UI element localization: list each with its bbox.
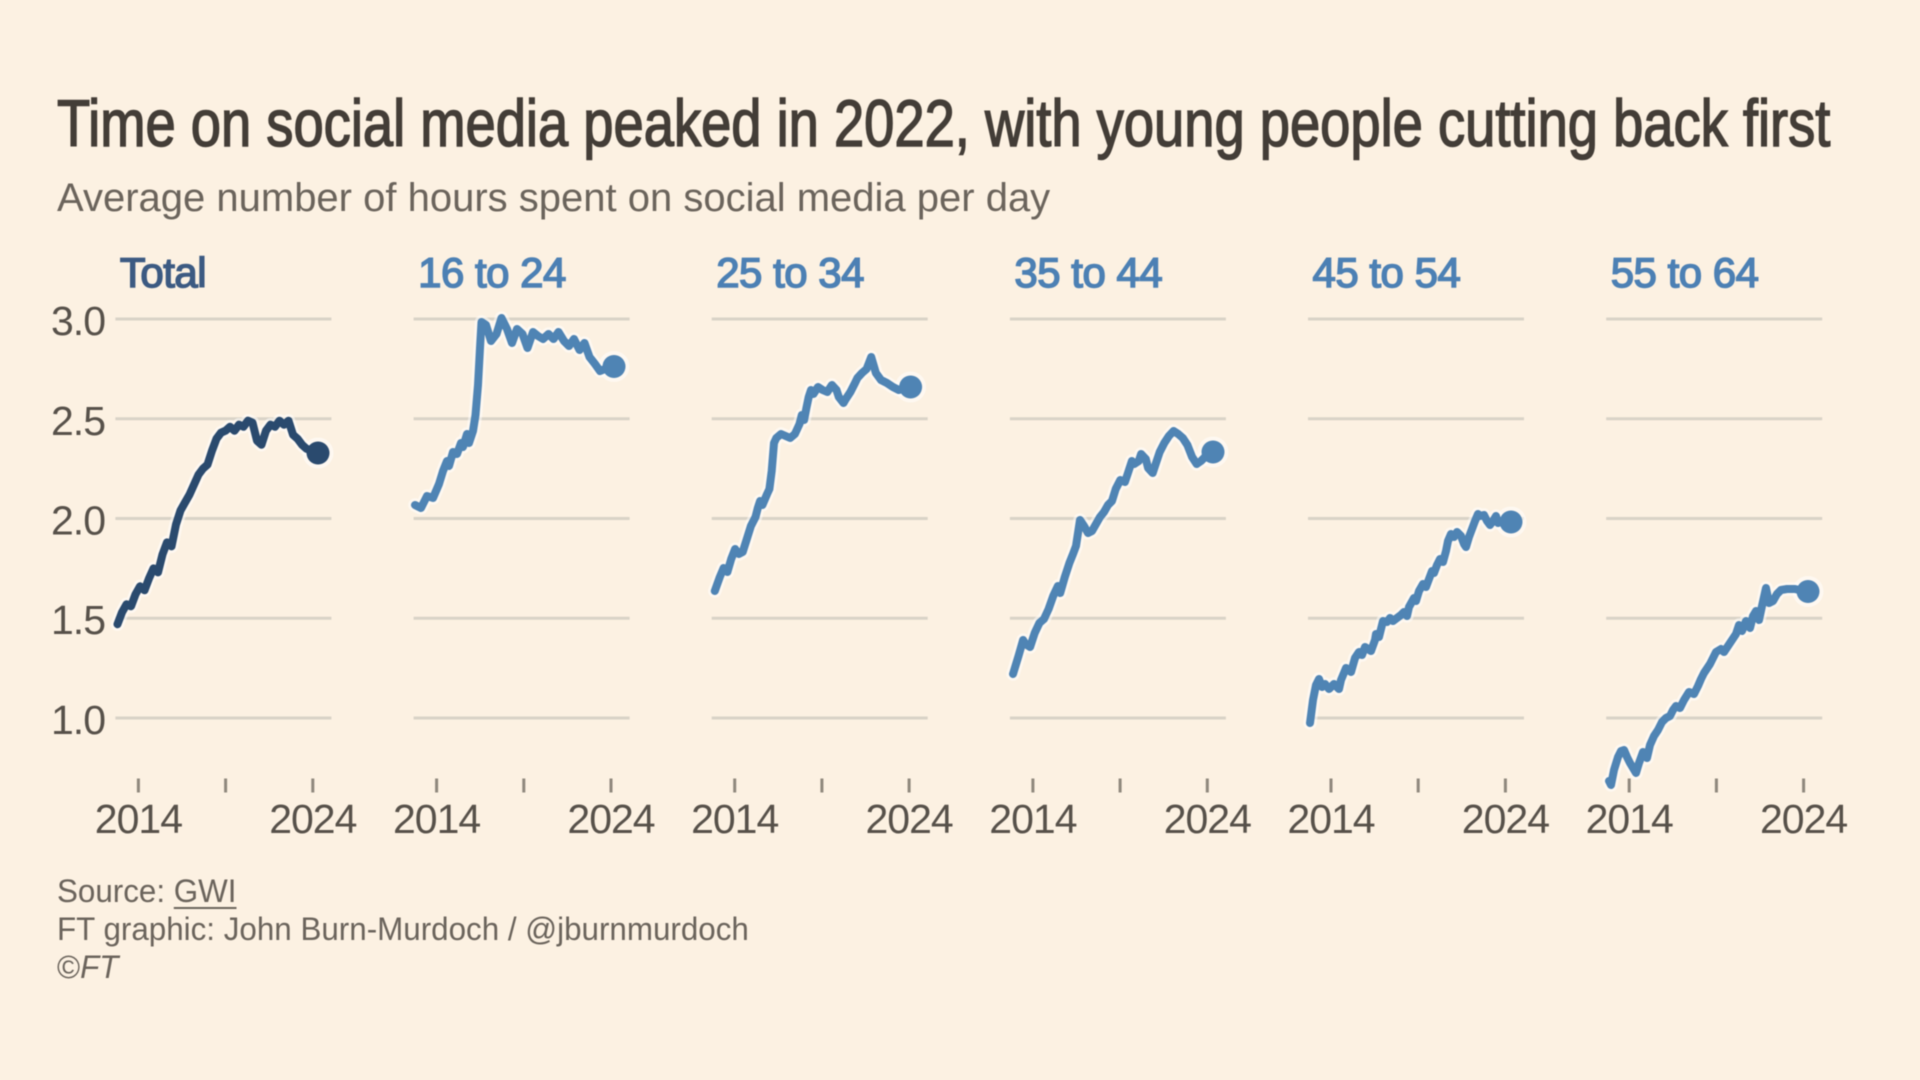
svg-text:45 to 54: 45 to 54 bbox=[1313, 249, 1461, 296]
svg-text:2024: 2024 bbox=[269, 796, 356, 842]
svg-text:2024: 2024 bbox=[1164, 796, 1251, 842]
svg-text:2014: 2014 bbox=[691, 796, 778, 842]
svg-text:2.0: 2.0 bbox=[51, 498, 105, 544]
svg-text:2014: 2014 bbox=[95, 796, 182, 842]
svg-text:2014: 2014 bbox=[1287, 796, 1374, 842]
svg-text:35 to 44: 35 to 44 bbox=[1014, 249, 1162, 296]
svg-text:1.0: 1.0 bbox=[51, 697, 105, 743]
svg-text:2024: 2024 bbox=[1760, 796, 1847, 842]
svg-text:1.5: 1.5 bbox=[51, 597, 105, 643]
svg-text:2024: 2024 bbox=[865, 796, 952, 842]
svg-text:25 to 34: 25 to 34 bbox=[716, 249, 864, 296]
svg-text:2024: 2024 bbox=[567, 796, 654, 842]
svg-text:Total: Total bbox=[120, 249, 206, 296]
svg-text:2.5: 2.5 bbox=[51, 398, 105, 444]
svg-text:2014: 2014 bbox=[393, 796, 480, 842]
svg-text:55 to 64: 55 to 64 bbox=[1611, 249, 1759, 296]
svg-text:16 to 24: 16 to 24 bbox=[418, 249, 566, 296]
svg-text:2014: 2014 bbox=[1586, 796, 1673, 842]
svg-text:3.0: 3.0 bbox=[51, 298, 105, 344]
svg-text:2014: 2014 bbox=[989, 796, 1076, 842]
svg-text:2024: 2024 bbox=[1462, 796, 1549, 842]
